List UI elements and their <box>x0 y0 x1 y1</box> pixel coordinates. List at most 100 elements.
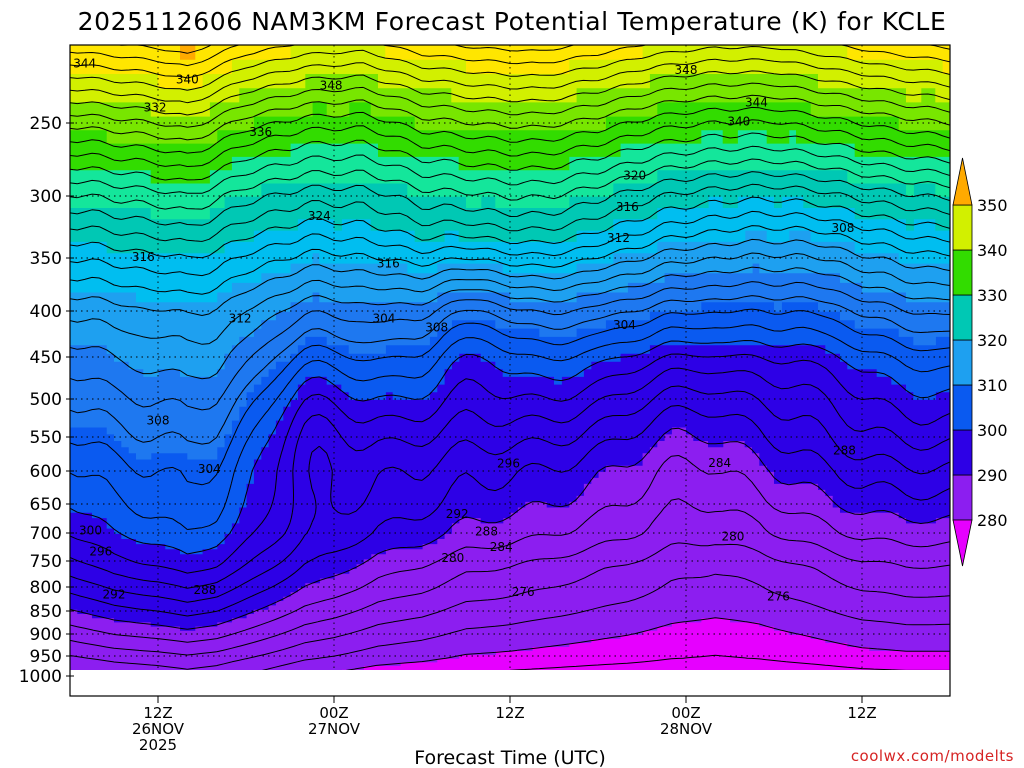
colorbar-label-320: 320 <box>977 331 1008 350</box>
contour-line-280 <box>345 617 950 670</box>
y-tick-label-450: 450 <box>30 348 62 368</box>
contour-line-290 <box>70 427 950 630</box>
band-345-350 <box>70 45 950 89</box>
contour-line-304 <box>70 308 950 486</box>
contour-label-284: 284 <box>490 540 513 554</box>
contour-line-292 <box>70 405 950 617</box>
ground-surface <box>70 670 950 696</box>
colorbar-label-350: 350 <box>977 196 1008 215</box>
band-330-335 <box>70 101 950 184</box>
colorbar-label-280: 280 <box>977 511 1008 530</box>
x-tick-label-24-1: 27NOV <box>308 720 361 738</box>
x-tick-label-60-0: 12Z <box>847 704 876 722</box>
contour-label-284: 284 <box>708 456 731 470</box>
contour-line-276 <box>666 674 764 680</box>
contour-line-312 <box>70 252 950 345</box>
contour-label-308: 308 <box>831 221 854 235</box>
contour-label-316: 316 <box>377 256 400 270</box>
contour-line-286 <box>70 498 950 656</box>
x-tick-label-48-0: 00Z <box>671 704 700 722</box>
x-tick-label-36-0: 12Z <box>495 704 524 722</box>
contour-line-310 <box>70 266 950 380</box>
contour-label-308: 308 <box>147 413 170 427</box>
contour-label-304: 304 <box>372 311 395 325</box>
credit-text: coolwx.com/modelts <box>851 747 1014 765</box>
contour-label-332: 332 <box>144 100 167 114</box>
colorbar-segment-300-310 <box>952 384 973 431</box>
y-tick-label-950: 950 <box>30 647 62 667</box>
contour-labels: 344 340 348 332 336 348 344 340 320 316 324 312 308 3… <box>73 57 856 604</box>
x-tick-label-12-0: 12Z <box>143 704 172 722</box>
contour-label-336: 336 <box>249 125 272 139</box>
contour-label-288: 288 <box>475 524 498 538</box>
plot-area: 344 340 348 332 336 348 344 340 320 316 324 312 308 3… <box>70 45 950 696</box>
contour-lines <box>70 45 950 680</box>
y-tick-label-400: 400 <box>30 302 62 322</box>
band-335-340 <box>70 73 950 144</box>
grid-lines <box>70 45 950 670</box>
band-below-280 <box>341 617 950 670</box>
contour-label-312: 312 <box>607 231 630 245</box>
y-tick-label-850: 850 <box>30 602 62 622</box>
band-340-345 <box>70 45 950 117</box>
colorbar-segment-290-300 <box>952 429 973 476</box>
contour-line-322 <box>70 183 950 242</box>
band-350-above <box>180 45 196 60</box>
contour-label-276: 276 <box>512 585 535 599</box>
colorbar-min-arrow <box>952 519 973 567</box>
contour-line-298 <box>70 353 950 574</box>
chart-title: 2025112606 NAM3KM Forecast Potential Tem… <box>78 7 947 36</box>
band-280-290 <box>70 426 950 670</box>
contour-line-288 <box>70 455 950 643</box>
contour-line-302 <box>70 324 950 530</box>
contour-label-348: 348 <box>320 79 343 93</box>
colorbar: 280 290 300 310 320 330 340 350 <box>952 157 1008 567</box>
contour-label-304: 304 <box>198 462 221 476</box>
contour-label-292: 292 <box>103 588 126 602</box>
x-tick-label-12-2: 2025 <box>139 736 177 754</box>
x-tick-label-48-1: 28NOV <box>660 720 713 738</box>
contour-line-326 <box>70 158 950 210</box>
colorbar-segment-280-290 <box>952 474 973 521</box>
contour-label-320: 320 <box>623 169 646 183</box>
y-tick-label-550: 550 <box>30 428 62 448</box>
band-290-300 <box>70 344 950 631</box>
contour-label-300: 300 <box>79 524 102 538</box>
contour-label-324: 324 <box>308 209 331 223</box>
x-axis-label: Forecast Time (UTC) <box>414 747 605 768</box>
colorbar-label-290: 290 <box>977 466 1008 485</box>
contour-line-336 <box>70 94 950 141</box>
y-tick-label-800: 800 <box>30 578 62 598</box>
contour-label-280: 280 <box>441 551 464 565</box>
y-tick-label-700: 700 <box>30 524 62 544</box>
colorbar-max-arrow <box>952 157 973 206</box>
contour-line-348 <box>70 45 950 67</box>
contour-line-318 <box>70 210 950 277</box>
contour-line-314 <box>70 238 950 316</box>
contour-label-276: 276 <box>767 590 790 604</box>
y-tick-label-600: 600 <box>30 462 62 482</box>
contour-line-332 <box>70 119 950 167</box>
colorbar-segment-310-320 <box>952 339 973 386</box>
contour-line-330 <box>70 132 950 181</box>
y-tick-label-900: 900 <box>30 625 62 645</box>
contour-label-280: 280 <box>721 529 744 543</box>
contour-label-308: 308 <box>425 321 448 335</box>
contour-line-308 <box>70 281 950 411</box>
x-tick-label-24-0: 00Z <box>319 704 348 722</box>
contour-label-304: 304 <box>613 318 636 332</box>
y-tick-label-250: 250 <box>30 114 62 134</box>
contour-line-340 <box>70 70 950 116</box>
contour-line-334 <box>70 106 950 154</box>
colorbar-label-340: 340 <box>977 241 1008 260</box>
contour-line-282 <box>261 573 950 670</box>
contour-label-288: 288 <box>193 583 216 597</box>
contour-label-344: 344 <box>73 57 96 71</box>
contour-label-312: 312 <box>229 311 252 325</box>
colorbar-label-310: 310 <box>977 376 1008 395</box>
contour-line-342 <box>70 58 950 104</box>
contour-label-296: 296 <box>497 457 520 471</box>
contour-label-340: 340 <box>176 72 199 86</box>
contour-label-292: 292 <box>446 507 469 521</box>
